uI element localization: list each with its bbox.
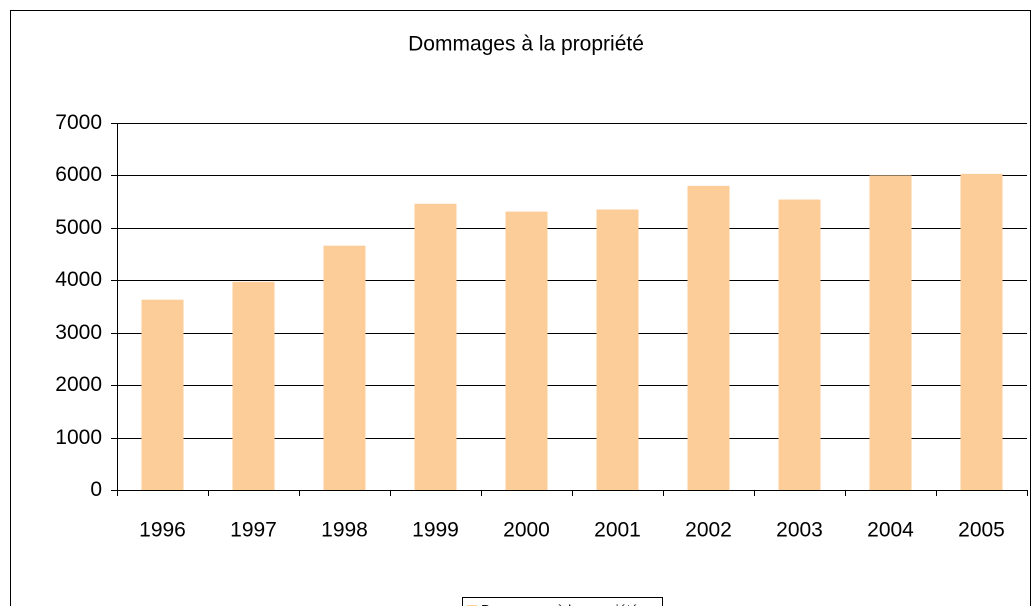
x-tick-label: 2004 <box>867 519 914 542</box>
bar <box>505 211 548 490</box>
bar <box>778 199 821 490</box>
chart-title: Dommages à la propriété <box>408 33 644 56</box>
y-tick-label: 3000 <box>55 321 102 344</box>
bar <box>596 209 639 490</box>
x-tick-label: 2002 <box>685 519 732 542</box>
y-tick-label: 7000 <box>55 111 102 134</box>
bar <box>687 185 730 490</box>
x-tick-label: 1996 <box>139 519 186 542</box>
x-tick-label: 1999 <box>412 519 459 542</box>
y-tick-label: 5000 <box>55 216 102 239</box>
x-tick-label: 2005 <box>958 519 1005 542</box>
y-tick-label: 0 <box>90 478 102 501</box>
y-tick-label: 4000 <box>55 268 102 291</box>
x-tick-label: 2000 <box>503 519 550 542</box>
x-tick-label: 2001 <box>594 519 641 542</box>
bar <box>232 281 275 490</box>
legend-label: Dommages à la propriété <box>481 602 638 606</box>
bar <box>323 245 366 490</box>
x-tick-label: 2003 <box>776 519 823 542</box>
bar <box>869 175 912 490</box>
y-tick-label: 6000 <box>55 163 102 186</box>
x-tick-label: 1998 <box>321 519 368 542</box>
y-tick-label: 2000 <box>55 373 102 396</box>
bar <box>141 299 184 490</box>
bar <box>414 203 457 491</box>
x-tick-label: 1997 <box>230 519 277 542</box>
bar <box>960 173 1003 490</box>
y-tick-label: 1000 <box>55 426 102 449</box>
